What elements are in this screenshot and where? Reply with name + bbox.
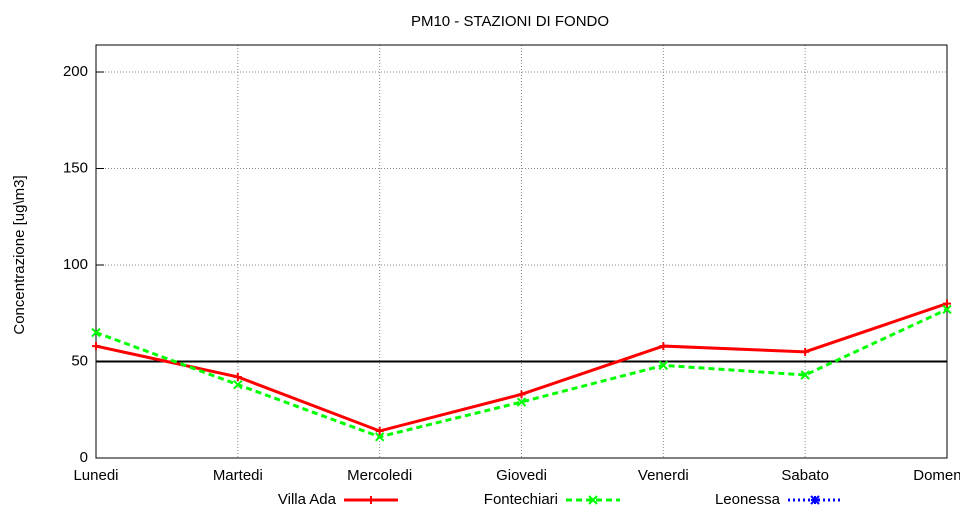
x-tick-label: Giovedi — [496, 467, 547, 484]
x-tick-label: Domenica — [913, 467, 960, 484]
marker — [800, 370, 810, 380]
chart-title: PM10 - STAZIONI DI FONDO — [411, 13, 609, 30]
marker — [588, 495, 598, 505]
marker — [374, 432, 385, 442]
plot-frame — [95, 44, 948, 459]
marker — [233, 379, 243, 390]
marker — [91, 327, 101, 338]
legend-label: Villa Ada — [278, 491, 337, 508]
marker — [516, 397, 527, 407]
marker — [517, 390, 526, 399]
x-tick-label: Sabato — [781, 467, 829, 484]
marker — [375, 426, 384, 435]
y-tick-label: 200 — [63, 63, 88, 80]
x-tick-label: Mercoledi — [347, 467, 412, 484]
y-tick-label: 50 — [71, 352, 88, 369]
x-tick-label: Venerdi — [638, 467, 689, 484]
legend-label: Leonessa — [715, 491, 781, 508]
y-tick-label: 100 — [63, 256, 88, 273]
x-tick-label: Lunedi — [73, 467, 118, 484]
marker — [810, 495, 820, 505]
legend-label: Fontechiari — [484, 491, 558, 508]
x-tick-label: Martedi — [213, 467, 263, 484]
y-tick-label: 0 — [80, 449, 88, 466]
marker — [943, 299, 951, 308]
marker — [367, 496, 375, 504]
marker — [233, 372, 242, 381]
marker — [942, 304, 952, 315]
y-axis-label: Concentrazione [ug\m3] — [11, 175, 28, 334]
marker — [801, 347, 810, 356]
marker — [658, 360, 669, 371]
marker — [659, 342, 668, 351]
y-tick-label: 150 — [63, 159, 88, 176]
marker — [92, 342, 100, 351]
